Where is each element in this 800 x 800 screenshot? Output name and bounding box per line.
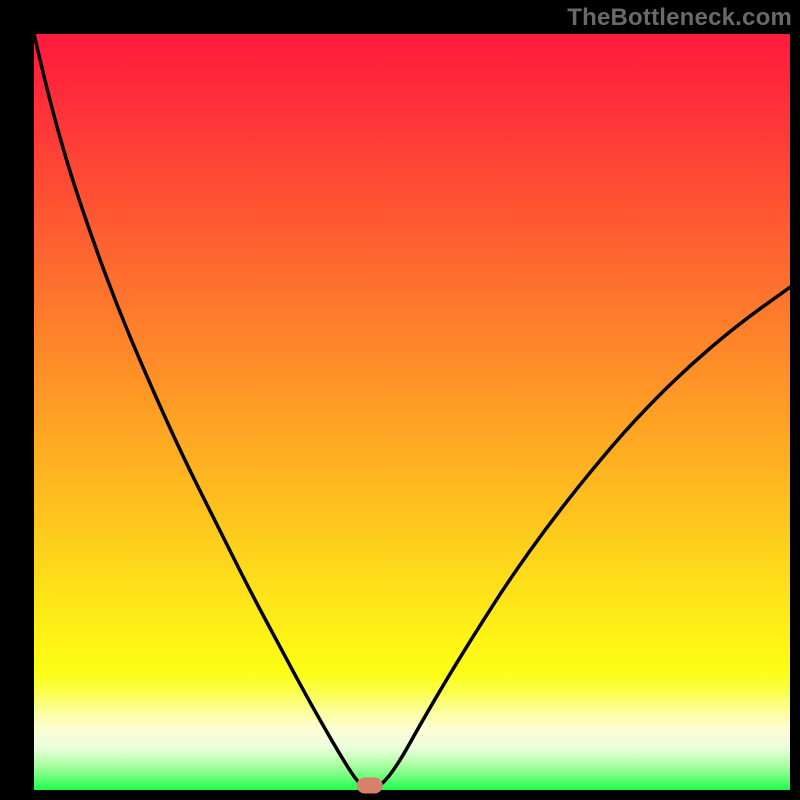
plot-background (34, 34, 790, 790)
minimum-marker (357, 777, 383, 793)
bottleneck-chart-svg (0, 0, 800, 800)
watermark-text: TheBottleneck.com (567, 4, 792, 32)
chart-frame: { "meta": { "source_watermark": "TheBott… (0, 0, 800, 800)
